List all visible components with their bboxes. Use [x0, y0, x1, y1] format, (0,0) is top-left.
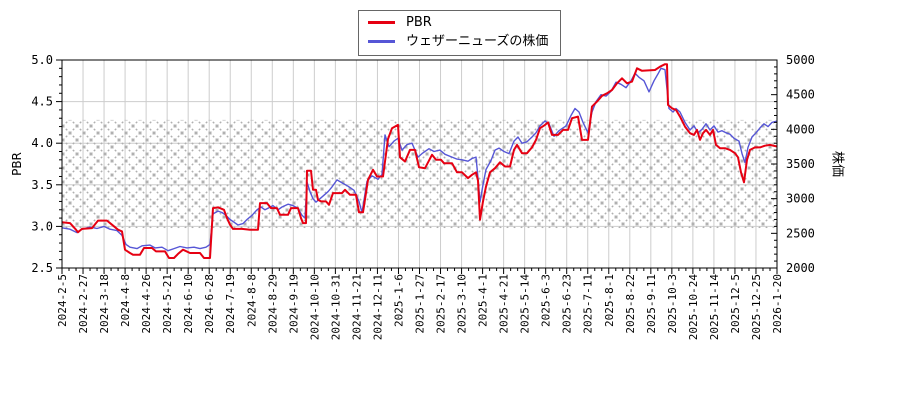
x-tick-label: 2024-3-18: [98, 274, 111, 334]
x-tick-label: 2025-1-6: [392, 274, 405, 327]
legend-item-price: ウェザーニューズの株価: [368, 34, 548, 49]
x-tick-label: 2024-10-10: [308, 274, 321, 340]
right-axis-title: 株価: [829, 150, 845, 178]
hatched-band: [62, 119, 777, 229]
x-tick-label: 2025-8-22: [624, 274, 637, 334]
x-tick-label: 2024-4-26: [140, 274, 153, 334]
x-tick-label: 2025-7-11: [582, 274, 595, 334]
y-left-tick-label: 4.5: [31, 95, 53, 109]
y-left-tick-label: 2.5: [31, 261, 53, 275]
y-left-tick-label: 3.0: [31, 219, 53, 233]
x-tick-label: 2024-12-11: [371, 274, 384, 340]
x-tick-label: 2025-12-25: [750, 274, 763, 340]
price-line: [61, 67, 778, 252]
x-tick-label: 2025-6-23: [561, 274, 574, 334]
y-left-tick-label: 4.0: [31, 136, 53, 150]
legend-item-pbr: PBR: [368, 15, 548, 30]
series-lines: [61, 63, 778, 259]
x-tick-label: 2025-3-10: [456, 274, 469, 334]
y-right-tick-label: 3000: [786, 192, 815, 206]
x-tick-label: 2025-1-27: [414, 274, 427, 334]
y-right-tick-label: 4000: [786, 122, 815, 136]
x-tick-label: 2025-9-11: [645, 274, 658, 334]
x-tick-label: 2025-4-21: [498, 274, 511, 334]
x-tick-label: 2024-10-31: [329, 274, 342, 340]
x-tick-label: 2024-6-28: [203, 274, 216, 334]
x-tick-label: 2025-2-17: [435, 274, 448, 334]
x-tick-label: 2024-8-29: [266, 274, 279, 334]
y-right-tick-label: 2500: [786, 226, 815, 240]
legend-label-price: ウェザーニューズの株価: [406, 34, 549, 49]
legend-label-pbr: PBR: [406, 15, 432, 30]
x-tick-label: 2024-6-10: [182, 274, 195, 334]
y-right-tick-label: 5000: [786, 53, 815, 67]
x-tick-label: 2024-9-19: [287, 274, 300, 334]
left-axis-title: PBR: [10, 152, 24, 176]
x-tick-label: 2024-2-27: [77, 274, 90, 334]
x-tick-label: 2024-11-21: [350, 274, 363, 340]
x-tick-label: 2024-7-19: [224, 274, 237, 334]
x-tick-label: 2025-4-1: [477, 274, 490, 327]
y-left-tick-label: 3.5: [31, 178, 53, 192]
x-tick-label: 2024-8-8: [245, 274, 258, 327]
x-tick-label: 2024-4-8: [119, 274, 132, 327]
x-tick-label: 2025-12-5: [729, 274, 742, 334]
x-tick-label: 2024-5-21: [161, 274, 174, 334]
x-tick-label: 2024-2-5: [56, 274, 69, 327]
x-tick-label: 2026-1-20: [771, 274, 784, 334]
y-left-tick-label: 5.0: [31, 53, 53, 67]
x-tick-label: 2025-11-14: [708, 274, 721, 341]
x-tick-label: 2025-8-1: [603, 274, 616, 327]
axis-tick-labels: 5.0 4.5 4.0 3.5 3.0 2.5 5000 4500 4000 3500 3000 25…: [31, 53, 815, 340]
y-right-tick-label: 4500: [786, 88, 815, 102]
legend: PBR ウェザーニューズの株価: [358, 10, 562, 56]
y-right-tick-label: 2000: [786, 261, 815, 275]
pbr-line-swatch: [368, 21, 395, 24]
axis-ticks: [56, 59, 778, 274]
x-tick-label: 2025-6-3: [540, 274, 553, 327]
price-line-swatch: [368, 40, 395, 43]
pbr-line: [61, 63, 778, 259]
y-right-tick-label: 3500: [786, 157, 815, 171]
x-tick-label: 2025-10-3: [666, 274, 679, 334]
x-tick-label: 2025-10-24: [687, 274, 700, 341]
x-tick-label: 2025-5-14: [519, 274, 532, 334]
